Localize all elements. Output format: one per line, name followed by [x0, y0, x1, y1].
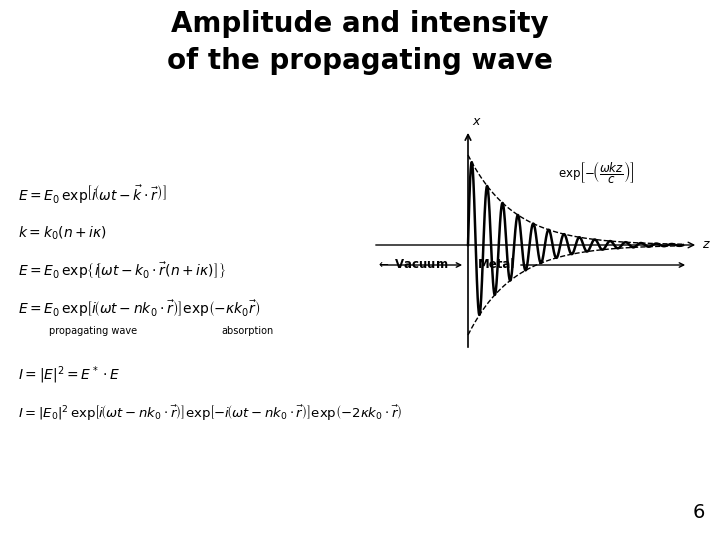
Text: z: z [702, 239, 708, 252]
Text: Metal: Metal [478, 259, 516, 272]
Text: $E = E_0\,\exp\!\left[i\!\left(\omega t - nk_0\cdot\vec{r}\right)\right]\exp\!\l: $E = E_0\,\exp\!\left[i\!\left(\omega t … [18, 299, 260, 319]
Text: $k = k_0(n + i\kappa)$: $k = k_0(n + i\kappa)$ [18, 224, 107, 242]
Text: $\leftarrow$ Vacuum: $\leftarrow$ Vacuum [376, 259, 449, 272]
Text: 6: 6 [693, 503, 705, 522]
Text: absorption: absorption [222, 326, 274, 336]
Text: $I = |E|^2 = E^*\cdot E$: $I = |E|^2 = E^*\cdot E$ [18, 364, 120, 386]
Text: propagating wave: propagating wave [49, 326, 137, 336]
Text: $\exp\!\left[-\!\left(\dfrac{\omega kz}{c}\right)\right]$: $\exp\!\left[-\!\left(\dfrac{\omega kz}{… [558, 160, 635, 186]
Text: $E = E_0\,\exp\!\left\{i\!\left[\omega t - k_0\cdot\vec{r}(n+i\kappa)\right]\rig: $E = E_0\,\exp\!\left\{i\!\left[\omega t… [18, 261, 226, 281]
Text: Amplitude and intensity
of the propagating wave: Amplitude and intensity of the propagati… [167, 10, 553, 75]
Text: x: x [472, 115, 480, 128]
Text: $I = |E_0|^2\,\exp\!\left[i\!\left(\omega t - nk_0\cdot\vec{r}\right)\right]\exp: $I = |E_0|^2\,\exp\!\left[i\!\left(\omeg… [18, 403, 402, 423]
Text: $E = E_0\,\exp\!\left[i\!\left(\omega t - \vec{k}\cdot\vec{r}\right)\right]$: $E = E_0\,\exp\!\left[i\!\left(\omega t … [18, 184, 166, 206]
